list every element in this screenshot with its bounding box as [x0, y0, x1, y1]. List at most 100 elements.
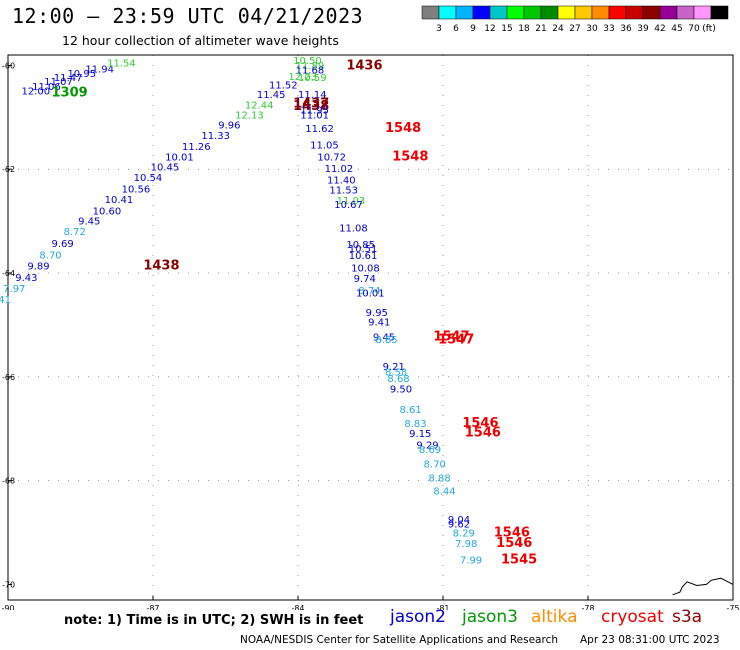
mission-cryosat-label: cryosat: [601, 607, 664, 627]
pass-time-label: 1547: [433, 329, 469, 344]
pass-time-label: 1309: [52, 86, 88, 101]
wave-height-label: 11.53: [329, 186, 358, 197]
wave-height-label: 11.06: [32, 82, 61, 93]
wave-height-label: 8.29: [453, 529, 475, 540]
mission-altika-label: altika: [531, 607, 578, 627]
wave-height-label: 10.50: [293, 56, 322, 67]
wave-height-label: 9.89: [27, 261, 49, 272]
pass-time-label: 1546: [462, 416, 498, 431]
wave-height-label: 7.99: [460, 556, 482, 567]
wave-height-label: 8.58: [385, 367, 407, 378]
wave-height-label: 11.95: [300, 106, 329, 117]
wave-height-label: 9.69: [52, 239, 74, 250]
footer-note: note: 1) Time is in UTC; 2) SWH is in fe…: [64, 613, 364, 628]
pass-time-label: 1438: [143, 258, 179, 273]
coastline: [672, 577, 734, 596]
wave-height-label: 10.59: [298, 73, 327, 84]
wave-height-label: 9.43: [15, 273, 37, 284]
wave-height-label: 7.97: [3, 284, 25, 295]
wave-height-label: 11.26: [182, 142, 211, 153]
y-tick-label: -62: [2, 165, 15, 174]
pass-time-label: 1437: [293, 96, 329, 111]
x-tick-label: -81: [436, 604, 449, 610]
wave-height-label: 9.41: [368, 317, 390, 328]
wave-height-label: 8.41: [0, 295, 11, 306]
footer-credit: NOAA/NESDIS Center for Satellite Applica…: [240, 634, 558, 646]
wave-height-label: 12.23: [288, 72, 317, 83]
wave-height-label: 9.04: [448, 515, 470, 526]
wave-height-label: 10.61: [349, 251, 378, 262]
wave-height-label: 9.45: [78, 217, 100, 228]
wave-height-label: 11.62: [305, 124, 334, 135]
chart-title: 12:00 – 23:59 UTC 04/21/2023: [12, 4, 364, 28]
wave-height-label: 10.51: [349, 244, 378, 255]
wave-height-label: 10.67: [334, 200, 363, 211]
wave-height-label: 10.72: [317, 152, 346, 163]
pass-time-label: 1545: [501, 553, 537, 568]
wave-height-label: 11.68: [296, 66, 325, 77]
x-tick-label: -78: [581, 604, 594, 610]
wave-height-label: 11.07: [44, 77, 73, 88]
wave-height-label: 7.98: [455, 539, 477, 550]
wave-height-label: 8.74: [358, 286, 380, 297]
wave-height-label: 10.01: [165, 152, 194, 163]
wave-height-label: 10.56: [122, 185, 151, 196]
wave-height-label: 9.50: [390, 384, 412, 395]
x-tick-label: -75: [726, 604, 739, 610]
wave-height-label: 9.29: [416, 440, 438, 451]
wave-height-label: 11.40: [327, 176, 356, 187]
wave-height-label: 12.13: [235, 110, 264, 121]
footer-generated-date: Apr 23 08:31:00 UTC 2023: [580, 634, 720, 646]
pass-time-label: 1546: [496, 536, 532, 551]
wave-height-label: 8.68: [387, 374, 409, 385]
wave-height-label: 9.74: [354, 274, 376, 285]
pass-time-label: 1548: [392, 149, 428, 164]
wave-height-label: 11.33: [201, 131, 230, 142]
wave-height-label: 8.69: [419, 445, 441, 456]
x-tick-label: -90: [1, 604, 14, 610]
wave-height-label: 8.88: [429, 474, 451, 485]
wave-height-label: 8.61: [400, 405, 422, 416]
pass-time-label: 1438: [293, 99, 329, 114]
y-tick-label: -60: [2, 61, 15, 70]
wave-height-label: 12.44: [245, 100, 274, 111]
wave-height-label: 11.01: [300, 110, 329, 121]
pass-time-label: 1547: [438, 333, 474, 348]
wave-height-label: 9.62: [448, 519, 470, 530]
wave-height-label: 10.60: [93, 206, 122, 217]
wave-height-label: 8.70: [39, 250, 61, 261]
mission-s3a-label: s3a: [672, 607, 703, 627]
pass-time-label: 1546: [465, 426, 501, 441]
wave-height-map: -90 -87 -84 -81 -78 -75 -60 -62 -64 -66 -68 -70 12.0…: [0, 54, 740, 610]
wave-height-label: 10.45: [151, 163, 180, 174]
wave-height-label: 11.89: [296, 61, 325, 72]
wave-height-label: 11.05: [310, 140, 339, 151]
wave-height-label: 11.45: [257, 90, 286, 101]
mission-jason2-label: jason2: [390, 607, 446, 627]
pass-time-label: 1548: [385, 121, 421, 136]
wave-height-label: 11.94: [85, 65, 114, 76]
wave-height-label: 11.03: [337, 196, 366, 207]
wave-height-label: 9.96: [218, 121, 240, 132]
wave-height-label: 10.08: [351, 263, 380, 274]
wave-height-label: 8.70: [424, 460, 446, 471]
wave-height-label: 10.54: [134, 173, 163, 184]
x-tick-label: -84: [291, 604, 304, 610]
wave-height-label: 9.21: [383, 362, 405, 373]
x-tick-label: -87: [146, 604, 159, 610]
chart-subtitle: 12 hour collection of altimeter wave hei…: [62, 33, 339, 48]
wave-height-label: 9.45: [373, 332, 395, 343]
wave-height-label: 9.95: [366, 308, 388, 319]
wave-height-label: 8.72: [64, 227, 86, 238]
plot-frame: [7, 54, 734, 601]
wave-height-label: 10.01: [356, 288, 385, 299]
wave-height-label: 11.08: [339, 223, 368, 234]
y-tick-label: -66: [2, 373, 15, 382]
wave-height-label: 11.02: [325, 164, 354, 175]
wave-height-label: 11.14: [298, 90, 327, 101]
wave-height-label: 8.85: [375, 335, 397, 346]
wave-height-label: 10.85: [346, 240, 375, 251]
wave-height-label: 11.52: [269, 81, 298, 92]
wave-height-label: 10.41: [105, 195, 134, 206]
y-tick-label: -64: [2, 269, 15, 278]
